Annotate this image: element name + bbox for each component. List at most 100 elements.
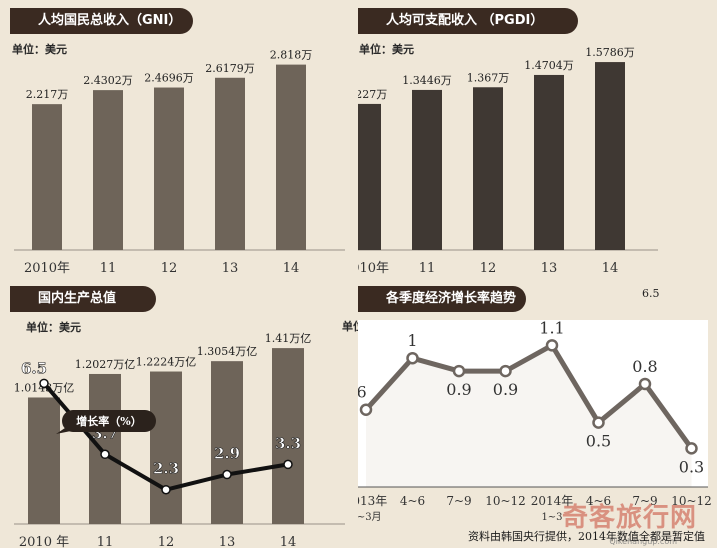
x-tick-label: 13: [222, 261, 239, 276]
trend-point: [545, 339, 559, 352]
watermark-logo: 奇客旅行网: [561, 503, 697, 533]
trend-value-label: 0.8: [632, 357, 657, 376]
growth-point: [39, 378, 49, 389]
x-tick-label: 14: [280, 535, 297, 548]
bar-value-label: 1.2224万亿: [136, 356, 197, 369]
trend-point: [406, 351, 419, 365]
gni-title: 人均国民总收入（GNI）: [10, 8, 193, 34]
x-tick-label: 2010年: [24, 261, 70, 276]
pgdi-chart: 1.227万 2010年 1.3446万 11 1.367万 12 1.4704万 13 1.5…: [358, 46, 658, 276]
bar: [89, 373, 121, 524]
bar: [473, 87, 503, 250]
x-tick-label: 4~6: [400, 494, 425, 508]
bar: [28, 397, 60, 524]
pgdi-panel: 人均可支配收入 （PGDI） 单位：美元 1.227万 2010年 1.3446万 1…: [358, 0, 717, 282]
growth-point: [100, 449, 110, 460]
x-tick-label: 11: [419, 261, 436, 276]
bar: [412, 89, 442, 250]
quarterly-title: 各季度经济增长率趋势: [358, 286, 526, 312]
growth-value-label: 2.9: [214, 445, 240, 463]
x-tick-label: 12: [158, 535, 175, 548]
gdp-chart: 1.0143万亿2010 年1.2027万亿111.2224万亿121.3054…: [14, 332, 345, 548]
x-tick-label: 12: [161, 261, 178, 276]
x-tick-label: 2010年: [358, 261, 389, 276]
gdp-panel: 国内生产总值 单位：美元 1.0143万亿2010 年1.2027万亿111.2…: [0, 282, 358, 548]
bar: [595, 62, 625, 251]
bar-value-label: 2.6179万: [205, 62, 255, 75]
growth-point: [161, 484, 171, 495]
trend-value-label: 0.6: [358, 383, 367, 402]
bar: [215, 77, 245, 250]
x-tick-label: 4~6: [586, 494, 611, 508]
source-note: 资料由韩国央行提供，2014年数值全都是暂定值: [468, 530, 705, 543]
x-tick-label: 7~9: [632, 494, 657, 508]
trend-point: [359, 403, 373, 416]
trend-value-label: 0.5: [586, 432, 611, 451]
growth-value-label: 3.3: [275, 434, 301, 452]
gdp-unit: 单位：美元: [26, 321, 81, 334]
bar: [276, 64, 306, 251]
pgdi-title: 人均可支配收入 （PGDI）: [358, 8, 578, 34]
x-tick-label: 11: [100, 261, 117, 276]
growth-value-label: 2.3: [153, 460, 179, 478]
bar: [154, 87, 184, 251]
trend-value-label: 0.9: [493, 380, 518, 399]
bar-value-label: 1.3446万: [402, 74, 452, 87]
growth-value-label: 6.5: [21, 359, 47, 377]
x-tick-label: 14: [283, 261, 300, 276]
bar: [211, 361, 243, 524]
bar-value-label: 1.2027万亿: [75, 358, 136, 371]
gni-panel: 人均国民总收入（GNI） 单位：美元 2.217万 2010年 2.4302万 11 2…: [0, 0, 358, 282]
bar: [93, 90, 123, 250]
growth-legend-label: 增长率（%）: [76, 414, 141, 428]
x-tick-label: 2014年: [531, 494, 574, 508]
bar: [534, 74, 564, 250]
trend-value-label: 0.9: [446, 380, 471, 399]
bar-value-label: 1.41万亿: [265, 332, 312, 345]
area-fill: [366, 345, 692, 487]
bar-value-label: 1.4704万: [524, 59, 574, 72]
trend-value-label: 1.1: [539, 318, 564, 337]
trend-line: [364, 342, 694, 450]
gni-unit: 单位：美元: [12, 43, 67, 56]
x-tick-label: 2013年: [358, 494, 387, 508]
bar-value-label: 2.217万: [26, 88, 69, 101]
growth-legend-pointer: [56, 426, 76, 434]
x-tick-sublabel: 1~3: [541, 512, 562, 523]
growth-point: [283, 459, 293, 470]
bar-value-label: 1.5786万: [585, 46, 635, 59]
x-tick-label: 10~12: [671, 494, 712, 508]
bar: [32, 104, 62, 250]
bar: [150, 371, 182, 524]
growth-point: [222, 469, 232, 480]
bar-value-label: 1.3054万亿: [197, 345, 258, 358]
trend-point: [499, 364, 512, 378]
x-tick-label: 13: [219, 535, 236, 548]
bar-value-label: 1.227万: [358, 88, 387, 101]
trend-point: [685, 442, 698, 455]
bar-value-label: 2.818万: [270, 49, 313, 62]
bar-value-label: 1.367万: [467, 71, 510, 84]
quarterly-chart: 0.6 2013年 1~3月 1 4~6 0.9 7~9 0.9 10~12 1.1 2014年 1~…: [358, 318, 712, 523]
trend-value-label: 1: [407, 331, 417, 350]
trend-point: [452, 364, 466, 378]
trend-point: [592, 416, 605, 429]
bar-value-label: 2.4696万: [144, 72, 194, 85]
bar: [358, 103, 381, 250]
pgdi-unit: 单位：美元: [359, 43, 414, 56]
x-tick-label: 12: [480, 261, 497, 276]
trend-value-label: 0.3: [679, 457, 704, 476]
x-tick-label: 11: [97, 535, 114, 548]
x-tick-label: 10~12: [485, 494, 526, 508]
x-tick-sublabel: 1~3月: [358, 511, 382, 523]
gdp-title: 国内生产总值: [10, 286, 156, 312]
quarterly-panel: 各季度经济增长率趋势 6.5 单位：% 0.62013年1~3月14~60.97…: [342, 282, 717, 548]
x-tick-label: 14: [602, 261, 619, 276]
bar-value-label: 2.4302万: [83, 74, 133, 87]
trend-point: [638, 377, 652, 391]
x-tick-label: 2010 年: [19, 535, 69, 548]
watermark-url: Qikehangup.com: [609, 537, 677, 546]
bar: [272, 348, 304, 524]
growth-legend-box: [62, 410, 156, 432]
x-tick-label: 7~9: [446, 494, 471, 508]
